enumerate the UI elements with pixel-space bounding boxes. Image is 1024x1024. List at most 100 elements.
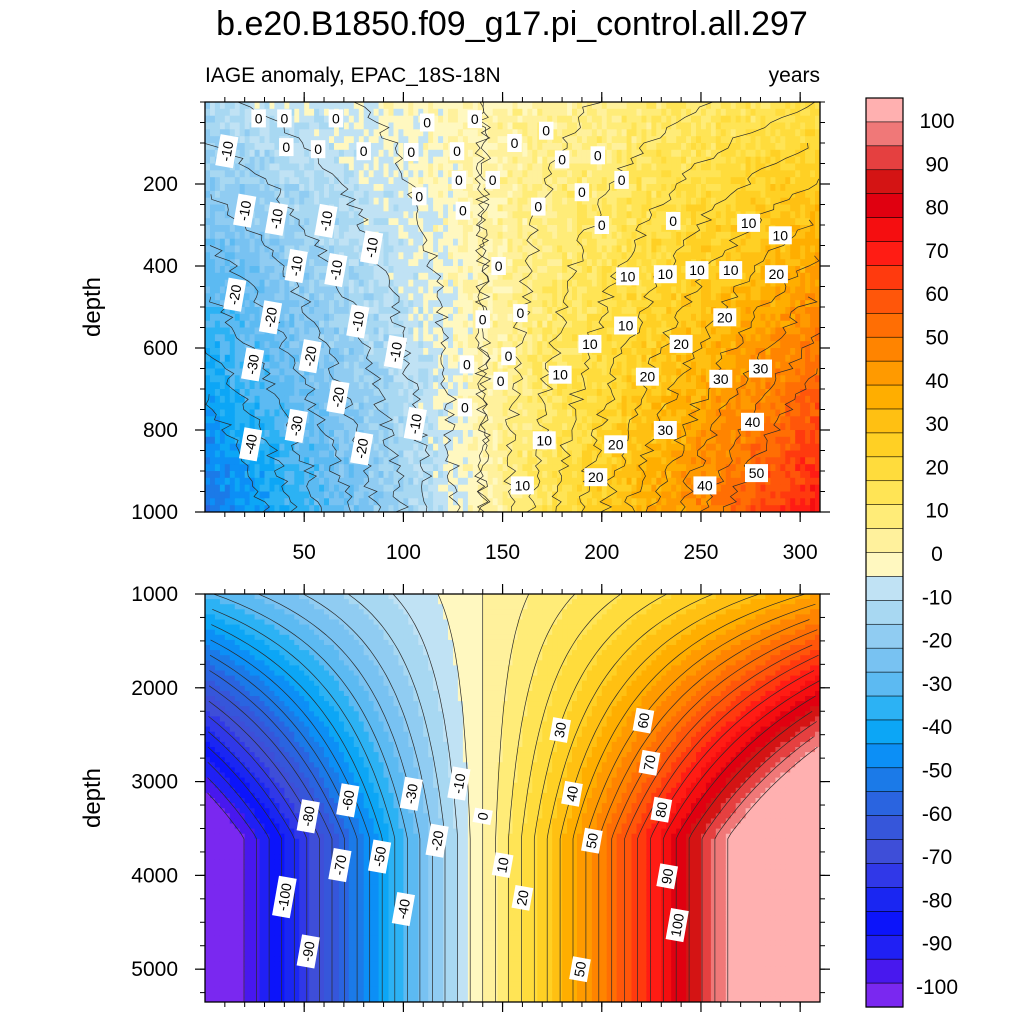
field-cell [294, 245, 300, 253]
field-cell [477, 136, 484, 144]
field-cell [229, 225, 236, 233]
field-cell [532, 149, 538, 158]
field-cell [388, 286, 395, 294]
field-cell [557, 272, 563, 281]
field-cell [294, 464, 300, 472]
field-cell [537, 368, 543, 376]
field-cell [348, 436, 355, 445]
field-cell [224, 354, 231, 363]
field-cell [611, 300, 618, 308]
field-cell [522, 279, 528, 288]
field-cell [611, 259, 618, 267]
field-cell [477, 327, 484, 335]
field-cell [259, 457, 266, 465]
field-cell [443, 238, 449, 247]
field-cell [274, 238, 280, 247]
field-cell [577, 272, 583, 281]
field-cell [378, 211, 385, 219]
field-cell [334, 416, 340, 424]
field-cell [205, 190, 211, 199]
field-cell [334, 354, 340, 363]
field-cell [334, 231, 340, 240]
field-cell [239, 266, 246, 274]
field-cell [234, 348, 241, 356]
field-cell [368, 313, 375, 322]
field-cell [329, 313, 335, 322]
field-cell [517, 129, 524, 137]
field-cell [482, 361, 489, 370]
field-cell [477, 334, 484, 342]
field-cell [403, 409, 409, 417]
field-cell [567, 266, 573, 274]
field-cell [457, 436, 464, 445]
field-cell [472, 204, 479, 212]
field-cell [433, 149, 439, 158]
field-cell [279, 334, 285, 342]
field-cell [567, 471, 573, 479]
field-cell [497, 389, 504, 397]
field-cell [537, 313, 543, 322]
field-cell [324, 102, 330, 110]
field-cell [433, 245, 439, 253]
field-cell [309, 293, 315, 301]
field-cell [309, 327, 315, 335]
field-cell [205, 484, 211, 493]
field-cell [234, 272, 241, 281]
field-cell [497, 149, 504, 158]
field-cell [284, 197, 290, 206]
field-cell [581, 443, 588, 452]
field-cell [577, 430, 583, 438]
field-cell [269, 197, 276, 206]
field-cell [581, 484, 588, 493]
field-cell [472, 143, 479, 151]
field-cell [418, 149, 424, 158]
field-cell [403, 416, 409, 424]
field-cell [348, 245, 355, 253]
field-cell [249, 409, 256, 417]
field-cell [527, 245, 533, 253]
field-cell [229, 498, 236, 506]
field-cell [423, 211, 429, 219]
field-cell [244, 279, 251, 288]
field-cell [249, 266, 256, 274]
field-cell [492, 341, 499, 349]
field-cell [299, 334, 305, 342]
field-cell [552, 204, 558, 212]
field-cell [383, 190, 390, 199]
field-cell [567, 286, 573, 294]
field-cell [378, 498, 385, 506]
field-cell [601, 197, 608, 206]
field-cell [512, 389, 519, 397]
field-cell [353, 108, 360, 117]
field-cell [244, 484, 251, 493]
field-cell [581, 279, 588, 288]
field-cell [214, 382, 221, 390]
field-cell [596, 382, 603, 390]
field-cell [358, 341, 365, 349]
field-cell [522, 382, 528, 390]
field-cell [572, 102, 578, 110]
field-cell [601, 252, 608, 260]
field-cell [611, 266, 618, 274]
field-cell [542, 471, 548, 479]
field-cell [552, 382, 558, 390]
field-cell [482, 286, 489, 294]
field-cell [219, 375, 226, 383]
field-cell [601, 136, 608, 144]
field-cell [586, 204, 593, 212]
field-cell [229, 238, 236, 247]
field-cell [477, 177, 484, 185]
field-cell [249, 382, 256, 390]
field-cell [586, 450, 593, 458]
field-cell [294, 197, 300, 206]
field-cell [224, 505, 231, 512]
field-cell [289, 156, 295, 165]
field-cell [378, 477, 385, 486]
field-cell [249, 416, 256, 424]
field-cell [393, 190, 400, 199]
field-cell [572, 361, 578, 370]
field-cell [393, 149, 400, 158]
field-cell [586, 170, 593, 178]
field-cell [562, 259, 568, 267]
field-cell [482, 204, 489, 212]
